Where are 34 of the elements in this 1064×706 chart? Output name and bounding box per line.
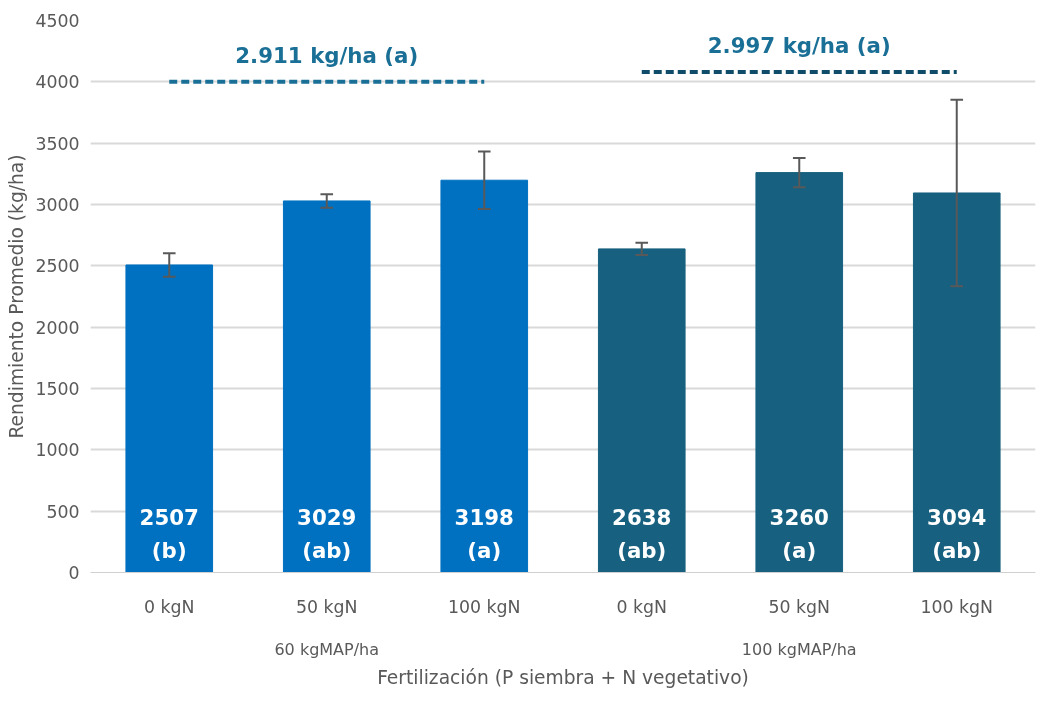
- y-tick-label: 3000: [35, 195, 80, 215]
- bar: [282, 200, 371, 573]
- y-tick-label: 2500: [35, 256, 80, 277]
- y-tick-label: 3500: [35, 133, 80, 154]
- data-label: 3198 (a): [454, 505, 514, 563]
- x-tick-label: 50 kgN: [768, 596, 831, 617]
- x-tick-label: 100 kgN: [920, 596, 994, 617]
- bar: [912, 192, 1001, 573]
- data-label: 3260 (a): [769, 505, 829, 563]
- x-tick-label: 0 kgN: [143, 596, 195, 617]
- data-label: 3094 (ab): [927, 505, 987, 563]
- x-tick-label: 0 kgN: [616, 596, 668, 617]
- y-tick-label: 4500: [35, 11, 80, 31]
- y-tick-label: 0: [68, 563, 80, 583]
- y-tick-label: 1500: [35, 379, 80, 399]
- annotation: 2.997 kg/ha (a): [707, 33, 891, 59]
- bar: [125, 264, 214, 573]
- y-tick-label: 500: [46, 501, 80, 522]
- x-tick-label: 50 kgN: [295, 596, 358, 617]
- y-tick-label: 4000: [35, 72, 80, 93]
- y-axis-title: Rendimiento Promedio (kg/ha): [6, 154, 28, 439]
- x-axis-title: Fertilización (P siembra + N vegetativo): [377, 666, 749, 688]
- data-label: 2507 (b): [139, 505, 199, 563]
- y-tick-label: 2000: [35, 317, 80, 338]
- data-label: 3029 (ab): [297, 505, 357, 563]
- data-label: 2638 (ab): [612, 505, 672, 563]
- bar: [597, 248, 686, 573]
- bar: [755, 172, 844, 573]
- bar: [440, 179, 529, 573]
- y-tick-label: 1000: [35, 440, 80, 461]
- text: 60 kgMAP/ha: [274, 639, 380, 659]
- text: 100 kgMAP/ha: [741, 639, 857, 659]
- x-tick-label: 100 kgN: [447, 596, 521, 617]
- annotation: 2.911 kg/ha (a): [235, 42, 419, 68]
